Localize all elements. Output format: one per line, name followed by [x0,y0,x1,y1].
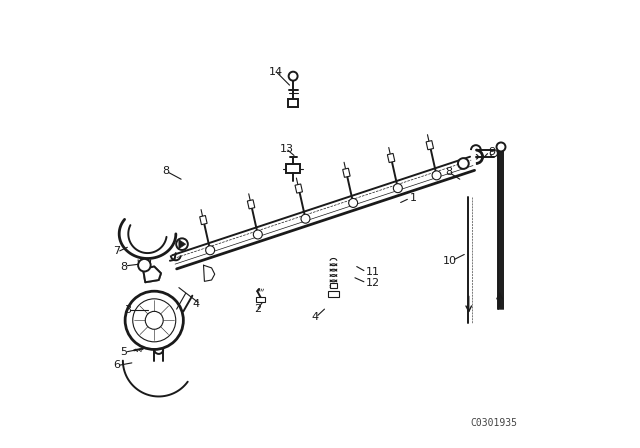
Circle shape [289,72,298,81]
Text: 4: 4 [311,312,318,322]
Circle shape [125,291,184,349]
Text: 11: 11 [365,267,380,277]
Circle shape [253,230,262,239]
Polygon shape [295,184,303,193]
Polygon shape [200,215,207,224]
Text: 13: 13 [280,144,294,154]
Circle shape [132,299,176,342]
Polygon shape [342,168,350,177]
Bar [330,283,337,288]
Text: 10: 10 [443,256,457,266]
Text: 6: 6 [113,360,120,370]
Circle shape [145,311,163,329]
Text: 12: 12 [365,278,380,288]
Bar [328,291,339,297]
Bar [286,164,300,173]
Text: 8: 8 [163,166,170,176]
Polygon shape [247,200,255,209]
Bar [257,297,266,302]
Bar [288,99,298,107]
Text: 5: 5 [121,347,127,357]
Text: 8: 8 [445,168,452,177]
Text: 14: 14 [269,67,283,77]
Circle shape [432,171,441,180]
Text: 7: 7 [113,246,120,256]
Circle shape [301,214,310,223]
Text: 8: 8 [121,262,128,271]
Polygon shape [387,153,395,163]
Polygon shape [179,240,186,249]
Circle shape [176,238,188,250]
Circle shape [394,184,403,193]
Text: 9: 9 [488,147,495,157]
Circle shape [497,142,506,151]
Text: 2: 2 [253,304,261,314]
Polygon shape [426,141,433,150]
Text: 4: 4 [192,299,200,309]
Text: 3: 3 [124,305,131,315]
Polygon shape [143,267,161,282]
Circle shape [458,158,468,169]
Circle shape [349,198,358,207]
Text: 1: 1 [410,193,417,203]
Circle shape [138,259,150,271]
Circle shape [205,246,214,255]
Text: C0301935: C0301935 [470,418,517,428]
